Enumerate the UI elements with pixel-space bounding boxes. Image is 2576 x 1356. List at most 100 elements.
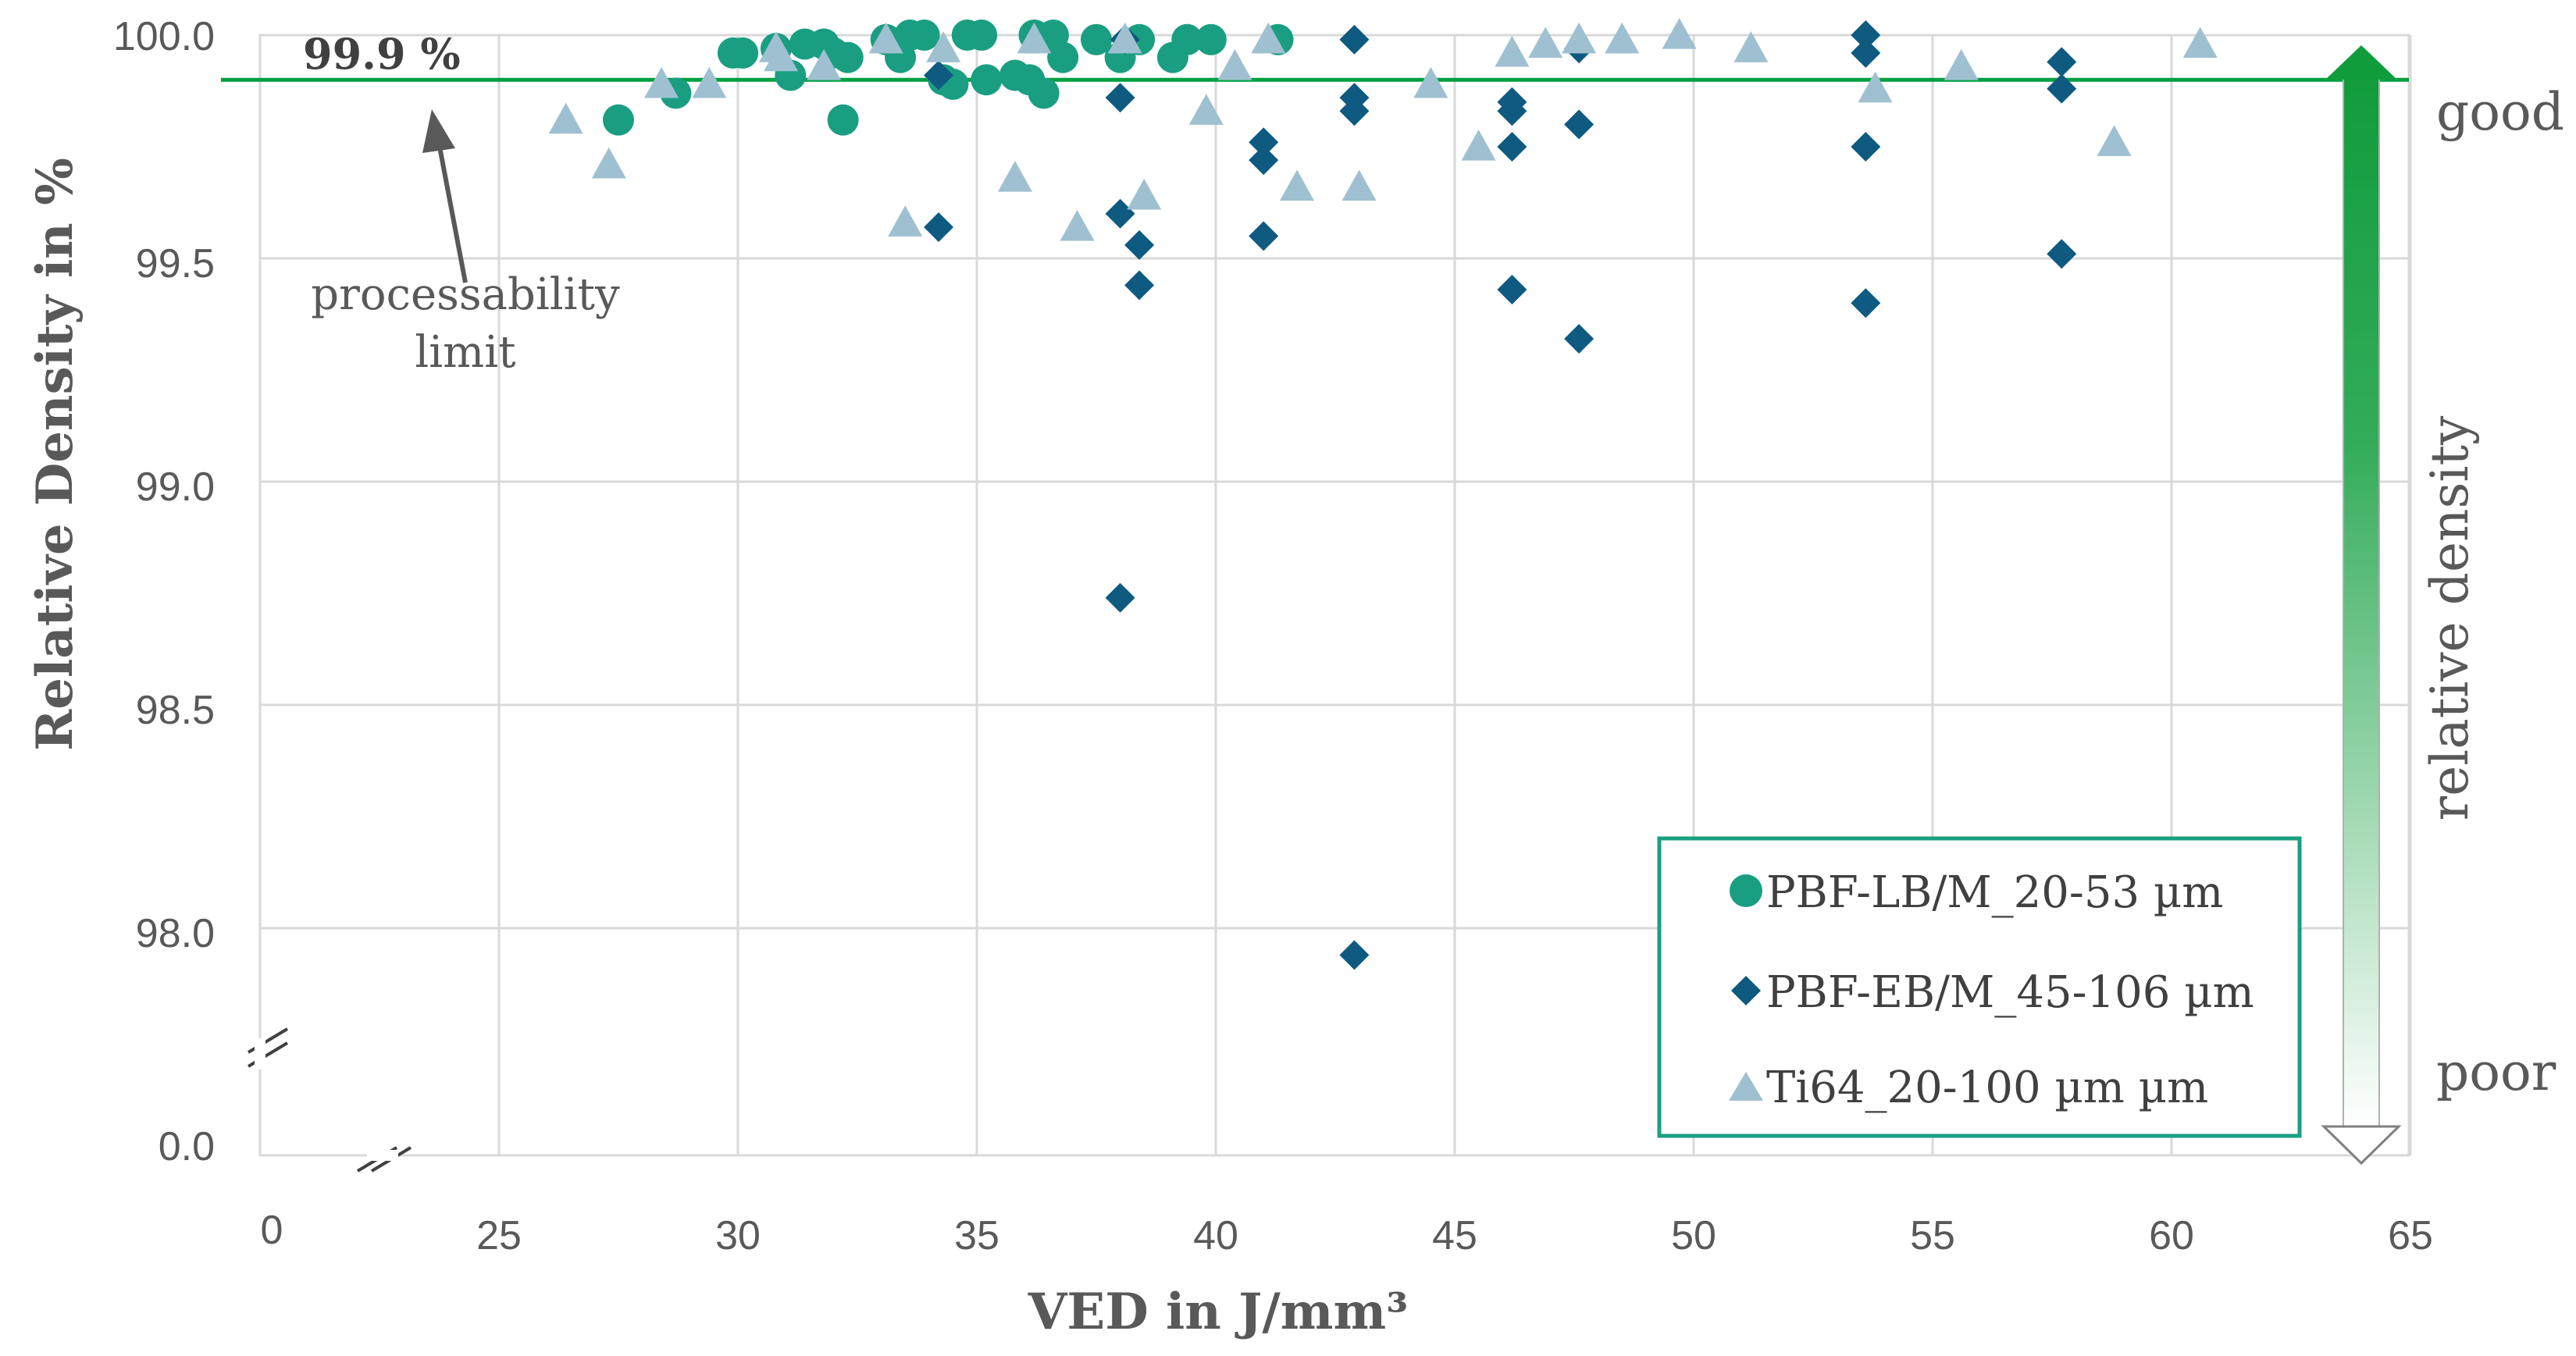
data-point-circle xyxy=(1028,77,1060,109)
x-tick-label: 0 xyxy=(261,1208,283,1253)
y-axis-break-icon xyxy=(247,1027,289,1068)
data-point-diamond xyxy=(1497,275,1527,305)
legend-marker-diamond xyxy=(1731,976,1761,1005)
data-point-circle xyxy=(727,37,759,69)
legend-marker-circle xyxy=(1730,874,1762,907)
axis-break-gap-x xyxy=(367,1150,398,1161)
data-point-diamond xyxy=(1851,288,1881,319)
data-point-triangle xyxy=(926,31,961,62)
x-tick-label: 45 xyxy=(1432,1213,1477,1258)
data-point-triangle xyxy=(1017,22,1052,54)
plot-frame xyxy=(258,34,2410,1157)
data-point-diamond xyxy=(1497,132,1527,162)
data-point-circle xyxy=(908,20,940,51)
data-point-triangle xyxy=(1858,71,1893,103)
data-point-triangle xyxy=(764,40,799,72)
x-tick-label: 65 xyxy=(2388,1213,2433,1258)
data-point-diamond xyxy=(2047,73,2077,104)
data-point-triangle xyxy=(1251,22,1286,54)
y-tick-label: 99.0 xyxy=(136,464,215,510)
data-point-triangle xyxy=(1733,31,1769,62)
data-point-triangle xyxy=(1413,66,1448,98)
y-tick-label: 98.0 xyxy=(136,911,215,956)
data-point-triangle xyxy=(888,205,923,237)
x-tick-label: 30 xyxy=(715,1213,761,1258)
legend-label: Ti64_20-100 µm µm xyxy=(1766,1062,2208,1113)
density-gradient-bar xyxy=(2343,76,2380,1127)
data-point-circle xyxy=(1171,23,1203,55)
data-point-circle xyxy=(827,104,859,136)
data-point-triangle xyxy=(1528,27,1563,59)
relative-density-label: relative density xyxy=(2420,415,2480,820)
data-point-diamond xyxy=(924,60,954,91)
legend-label: PBF-EB/M_45-106 µm xyxy=(1766,967,2254,1018)
data-point-triangle xyxy=(1127,178,1162,210)
data-point-triangle xyxy=(1107,22,1142,54)
data-point-diamond xyxy=(1564,323,1594,354)
data-point-diamond xyxy=(1249,145,1279,176)
data-point-triangle xyxy=(591,147,626,179)
data-point-triangle xyxy=(1217,49,1252,80)
good-label: good xyxy=(2436,82,2564,142)
x-tick-label: 40 xyxy=(1193,1213,1238,1258)
legend-marker-triangle xyxy=(1729,1072,1763,1101)
data-point-circle xyxy=(1047,41,1079,73)
data-point-triangle xyxy=(1495,35,1530,67)
x-tick-label: 60 xyxy=(2149,1213,2194,1258)
data-point-triangle xyxy=(1605,22,1640,54)
data-point-triangle xyxy=(997,161,1032,192)
relative-density-scale xyxy=(2321,45,2402,1166)
data-point-circle xyxy=(1081,23,1112,55)
data-point-circle xyxy=(603,104,634,136)
x-tick-label: 50 xyxy=(1671,1213,1716,1258)
x-axis-title: VED in J/mm³ xyxy=(1028,1283,1408,1341)
data-point-triangle xyxy=(1188,94,1224,125)
data-point-triangle xyxy=(1662,18,1697,49)
data-point-diamond xyxy=(924,212,954,242)
data-point-diamond xyxy=(1124,270,1155,301)
data-point-diamond xyxy=(1851,132,1881,162)
annotation-line-2: limit xyxy=(415,327,516,378)
y-tick-label: 98.5 xyxy=(136,688,215,733)
data-point-triangle xyxy=(1280,169,1315,201)
data-point-triangle xyxy=(868,22,903,54)
data-point-circle xyxy=(971,64,1003,96)
data-point-diamond xyxy=(1105,582,1135,613)
y-tick-label: 0.0 xyxy=(159,1124,215,1169)
good-arrow-icon xyxy=(2325,45,2397,80)
x-tick-label: 25 xyxy=(476,1213,522,1258)
x-tick-label: 55 xyxy=(1910,1213,1955,1258)
data-point-diamond xyxy=(1105,198,1135,229)
data-point-circle xyxy=(966,20,998,51)
data-point-diamond xyxy=(2047,239,2077,269)
data-point-triangle xyxy=(644,66,679,98)
data-point-circle xyxy=(832,41,864,73)
data-points xyxy=(548,18,2218,970)
data-point-triangle xyxy=(1341,169,1377,201)
data-point-diamond xyxy=(1497,96,1527,126)
data-point-diamond xyxy=(2047,47,2077,77)
processability-arrow-icon xyxy=(422,109,468,283)
poor-arrow-icon xyxy=(2321,1125,2402,1166)
x-tick-labels: 0 25 30 35 40 45 50 55 60 65 xyxy=(261,1208,2433,1258)
data-point-circle xyxy=(1195,23,1227,55)
data-point-triangle xyxy=(1060,209,1095,241)
data-point-diamond xyxy=(1249,127,1279,158)
data-point-triangle xyxy=(807,49,842,80)
data-point-diamond xyxy=(1564,109,1594,140)
y-tick-labels: 100.0 99.5 99.0 98.5 98.0 0.0 xyxy=(113,14,215,1169)
y-axis-title: Relative Density in % xyxy=(26,158,84,751)
legend-box xyxy=(1657,836,2302,1138)
y-tick-label: 100.0 xyxy=(113,14,215,59)
x-tick-label: 35 xyxy=(954,1213,999,1258)
data-point-triangle xyxy=(692,66,727,98)
data-point-diamond xyxy=(1249,221,1279,251)
data-point-triangle xyxy=(1562,22,1597,54)
data-point-diamond xyxy=(1339,940,1370,970)
axis-break-gap xyxy=(255,1038,265,1069)
data-point-diamond xyxy=(1124,230,1155,260)
data-point-diamond xyxy=(1851,37,1881,68)
data-point-triangle xyxy=(1461,130,1496,161)
legend-label: PBF-LB/M_20-53 µm xyxy=(1766,867,2223,918)
threshold-label: 99.9 % xyxy=(303,29,461,79)
